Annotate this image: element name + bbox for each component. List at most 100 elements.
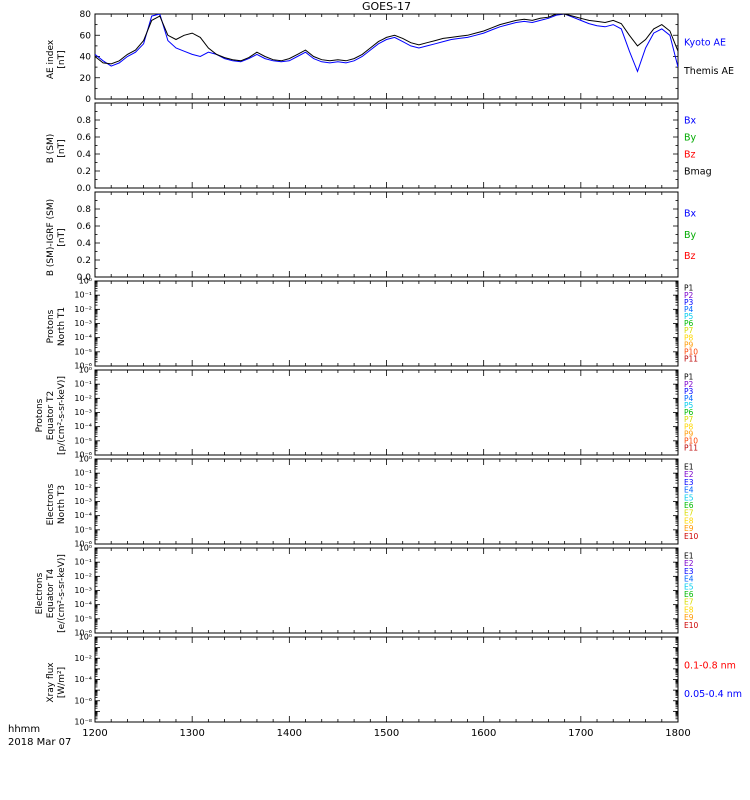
y-tick-label: 0.6 [77, 222, 92, 232]
y-tick-label: 80 [80, 10, 92, 20]
y-tick-label: 10⁻² [74, 654, 92, 663]
y-tick-label: 10⁻¹ [74, 469, 92, 478]
y-tick-label: 0.6 [77, 133, 92, 143]
panel-frame [94, 369, 679, 456]
panel-frame [94, 458, 679, 545]
y-tick-label: 10⁻² [74, 394, 92, 403]
y-tick-label: 10⁻⁵ [74, 436, 92, 445]
y-tick-label: 10⁻⁵ [74, 614, 92, 623]
plot-title: GOES-17 [361, 0, 412, 13]
y-axis-title-line: Protons [35, 398, 45, 432]
panel-frame [94, 547, 679, 634]
y-axis-title-line: Xray flux [46, 662, 56, 703]
legend-label-p9: P9 [684, 429, 694, 438]
y-tick-label: 10⁻⁶ [74, 362, 92, 371]
panel-electrons-north-t3: 10⁰ 10⁻¹ 10⁻² 10⁻³ 10⁻⁴ 10⁻⁵ 10⁻⁶ Electrons Nort… [46, 455, 699, 549]
legend-label-by: By [684, 132, 697, 143]
legend-label-e5: E5 [684, 493, 694, 502]
axis-ticks [94, 102, 679, 189]
y-tick-labels: 10⁰ 10⁻¹ 10⁻² 10⁻³ 10⁻⁴ 10⁻⁵ 10⁻⁶ [74, 277, 92, 371]
y-tick-label: 10⁻⁴ [74, 333, 92, 342]
legend-label-e7: E7 [684, 598, 694, 607]
panel-frame [94, 102, 679, 189]
y-tick-label: 10⁻¹ [74, 558, 92, 567]
y-tick-labels: 0.0 0.2 0.4 0.6 0.8 [77, 116, 92, 194]
legend-label-bz: Bz [684, 251, 696, 262]
panel-protons-equator-t2: 10⁰ 10⁻¹ 10⁻² 10⁻³ 10⁻⁴ 10⁻⁵ 10⁻⁶ Protons Equato… [35, 366, 698, 460]
y-tick-label: 10⁻² [74, 483, 92, 492]
legend-label-p2: P2 [684, 291, 694, 300]
axis-ticks [94, 369, 679, 456]
y-tick-label: 10⁻³ [74, 497, 92, 506]
panel-xray-flux: 10⁰ 10⁻² 10⁻⁴ 10⁻⁶ 10⁻⁸ Xray flux [W/m²] 0.1-0.… [46, 633, 742, 740]
y-tick-labels: 10⁰ 10⁻¹ 10⁻² 10⁻³ 10⁻⁴ 10⁻⁵ 10⁻⁶ [74, 544, 92, 638]
y-tick-label: 10⁻⁴ [74, 600, 92, 609]
y-tick-labels: 10⁰ 10⁻¹ 10⁻² 10⁻³ 10⁻⁴ 10⁻⁵ 10⁻⁶ [74, 366, 92, 460]
legend-label-p8: P8 [684, 422, 694, 431]
legend-label-e4: E4 [684, 575, 694, 584]
legend-label-e9: E9 [684, 613, 694, 622]
legend-label-e1: E1 [684, 462, 694, 471]
y-axis-title-line: North T1 [57, 307, 67, 346]
y-tick-label: 0.0 [77, 184, 92, 194]
y-tick-labels: 0 20 40 60 80 [80, 10, 92, 105]
y-tick-label: 10⁻¹ [74, 291, 92, 300]
panel-frame [94, 191, 679, 278]
legend-label-e9: E9 [684, 524, 694, 533]
y-tick-label: 10⁻⁵ [74, 525, 92, 534]
panel-b-sm-igrf: 0.0 0.2 0.4 0.6 0.8 B (SM)-IGRF (SM) [nT] Bx By B… [46, 191, 697, 283]
legend-label-themis-ae: Themis AE [683, 66, 734, 77]
y-tick-label: 10⁻⁶ [74, 629, 92, 638]
y-tick-label: 10⁻² [74, 305, 92, 314]
y-axis-title-line: [nT] [57, 139, 67, 157]
legend-label-p3: P3 [684, 298, 694, 307]
legend-label-e3: E3 [684, 478, 694, 487]
y-tick-label: 10⁻⁵ [74, 347, 92, 356]
y-tick-label: 10⁰ [79, 366, 92, 375]
panel-frame [94, 13, 679, 100]
legend-label-e3: E3 [684, 567, 694, 576]
y-axis-title-line: [nT] [57, 50, 67, 68]
legend-label-p1: P1 [684, 373, 694, 382]
legend-label-0-1-0-8-nm: 0.1-0.8 nm [684, 661, 736, 672]
legend-label-e2: E2 [684, 470, 694, 479]
legend-label-kyoto-ae: Kyoto AE [684, 38, 726, 49]
panel-b-sm: 0.0 0.2 0.4 0.6 0.8 B (SM) [nT] Bx By Bz Bmag [46, 102, 712, 194]
legend-label-0-05-0-4-nm: 0.05-0.4 nm [684, 689, 742, 700]
axis-ticks [94, 458, 679, 545]
legend-label-e1: E1 [684, 551, 694, 560]
x-tick-label: 1300 [179, 728, 204, 739]
y-tick-label: 60 [80, 31, 92, 41]
series-themis-ae [95, 14, 678, 65]
y-tick-label: 10⁻⁶ [74, 540, 92, 549]
y-tick-label: 0.4 [77, 150, 92, 160]
legend-label-bx: Bx [684, 209, 697, 220]
legend-label-e10: E10 [684, 621, 699, 630]
y-tick-label: 10⁰ [79, 633, 92, 642]
y-tick-label: 20 [80, 74, 92, 84]
panel-frame [94, 280, 679, 367]
legend-label-bmag: Bmag [684, 166, 712, 177]
legend-label-e2: E2 [684, 559, 694, 568]
y-tick-label: 10⁰ [79, 544, 92, 553]
y-axis-title-line: [p/(cm²-s-sr-keV)] [57, 376, 67, 455]
legend-label-e6: E6 [684, 501, 694, 510]
x-tick-label: 1700 [568, 728, 593, 739]
y-tick-label: 0.0 [77, 273, 92, 283]
y-tick-label: 0.4 [77, 239, 92, 249]
legend-label-by: By [684, 230, 697, 241]
y-tick-labels: 10⁰ 10⁻² 10⁻⁴ 10⁻⁶ 10⁻⁸ [74, 633, 92, 727]
x-tick-label: 1200 [82, 728, 107, 739]
y-tick-label: 10⁻³ [74, 586, 92, 595]
legend-label-e7: E7 [684, 509, 694, 518]
plot-date-label: 2018 Mar 07 [8, 737, 72, 748]
legend-label-p10: P10 [684, 436, 698, 445]
axis-ticks [94, 547, 679, 634]
legend-label-p11: P11 [684, 444, 698, 453]
legend-label-p7: P7 [684, 415, 694, 424]
y-axis-title-line: Electrons [35, 572, 45, 614]
axis-ticks [94, 280, 679, 367]
y-tick-labels: 0.0 0.2 0.4 0.6 0.8 [77, 205, 92, 283]
panel-electrons-equator-t4: 10⁰ 10⁻¹ 10⁻² 10⁻³ 10⁻⁴ 10⁻⁵ 10⁻⁶ Electrons Equa… [35, 544, 699, 638]
panel-ae-index: 0 20 40 60 80 AE index [nT] Kyoto AE Themis AE [46, 10, 734, 105]
